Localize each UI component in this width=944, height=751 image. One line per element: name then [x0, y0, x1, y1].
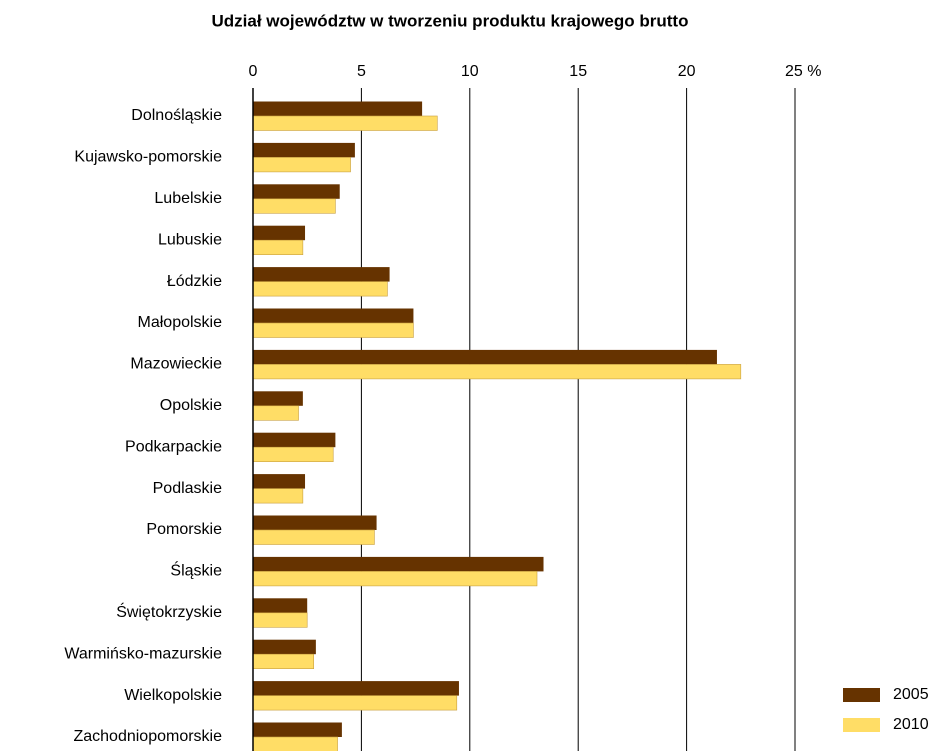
x-tick-label: 5: [357, 63, 366, 80]
y-tick-label: Świętokrzyskie: [116, 602, 222, 621]
bar: [253, 515, 377, 530]
y-tick-label: Dolnośląskie: [131, 107, 222, 124]
y-tick-label: Śląskie: [170, 561, 222, 580]
bar: [252, 695, 458, 711]
y-tick-label: Opolskie: [160, 397, 222, 414]
bar: [253, 101, 423, 116]
y-tick-label: Podkarpackie: [125, 438, 222, 455]
bar: [252, 281, 388, 297]
bar: [253, 722, 342, 737]
bar: [252, 115, 438, 131]
y-tick-label: Lubelskie: [154, 190, 222, 207]
bar: [252, 653, 315, 670]
y-tick-label: Kujawsko-pomorskie: [74, 149, 222, 166]
bar: [252, 446, 334, 463]
bar: [252, 571, 538, 587]
x-tick-label: 15: [569, 63, 587, 80]
legend-label: 2005: [893, 686, 929, 703]
bar: [252, 736, 338, 751]
x-tick-label: 20: [678, 63, 696, 80]
legend-label: 2010: [893, 716, 929, 733]
chart-title: Udział województw w tworzeniu produktu k…: [212, 11, 689, 30]
bar: [253, 142, 355, 158]
bar: [253, 225, 306, 241]
bar: [253, 432, 336, 448]
bar: [253, 308, 414, 323]
legend-swatch: [843, 688, 880, 702]
bar: [252, 529, 375, 545]
x-tick-label: 10: [461, 63, 479, 80]
x-tick-label: 25 %: [785, 63, 821, 80]
y-tick-label: Podlaskie: [153, 480, 222, 497]
bar: [253, 556, 544, 572]
y-tick-label: Wielkopolskie: [124, 687, 222, 704]
y-tick-label: Mazowieckie: [130, 356, 222, 373]
bar: [253, 474, 306, 489]
y-tick-label: Zachodniopomorskie: [73, 728, 222, 745]
bar: [253, 681, 459, 696]
y-tick-label: Małopolskie: [138, 314, 223, 331]
bar: [253, 184, 340, 199]
bar: [252, 488, 304, 504]
bar: [252, 198, 336, 214]
y-tick-label: Pomorskie: [146, 521, 222, 538]
bar: [253, 267, 390, 282]
y-tick-label: Warmińsko-mazurskie: [64, 645, 222, 662]
y-tick-label: Łódzkie: [167, 273, 222, 290]
legend-swatch: [843, 718, 880, 732]
bar: [253, 598, 308, 613]
bar: [252, 405, 299, 421]
bar: [252, 239, 304, 255]
x-tick-label: 0: [249, 63, 258, 80]
y-tick-label: Lubuskie: [158, 231, 222, 248]
bar: [253, 639, 316, 655]
bar: [253, 349, 717, 365]
bar: [252, 157, 351, 173]
bar: [252, 322, 414, 338]
bar: [253, 391, 303, 406]
bar: [252, 364, 742, 380]
bar: [252, 612, 308, 628]
